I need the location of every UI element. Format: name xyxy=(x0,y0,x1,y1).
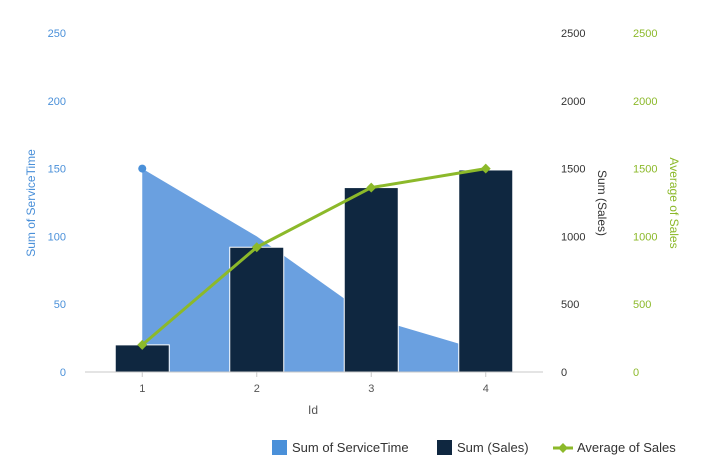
y-tick-label: 100 xyxy=(48,231,66,243)
service-time-area-layer xyxy=(138,164,486,372)
legend-marker-average xyxy=(558,443,568,453)
y-tick-label: 0 xyxy=(633,367,639,379)
y-axis-average-title: Average of Sales xyxy=(667,157,681,248)
average-point-2[interactable] xyxy=(251,242,262,253)
average-point-4[interactable] xyxy=(480,163,491,174)
y-tick-label: 50 xyxy=(54,299,66,311)
legend-item-sales[interactable]: Sum (Sales) xyxy=(437,440,529,455)
y-tick-label: 2000 xyxy=(633,96,657,108)
service-time-area xyxy=(142,168,486,372)
x-tick-label: 2 xyxy=(254,383,260,395)
y-tick-label: 1500 xyxy=(561,164,585,176)
sales-bar-3[interactable] xyxy=(343,187,399,373)
y-tick-label: 1000 xyxy=(633,231,657,243)
y-tick-label: 1500 xyxy=(633,164,657,176)
legend-swatch-service-time xyxy=(272,440,287,455)
y-tick-label: 0 xyxy=(561,367,567,379)
y-axis-sales-title: Sum (Sales) xyxy=(595,170,609,236)
y-tick-label: 2500 xyxy=(561,28,585,40)
y-tick-label: 200 xyxy=(48,96,66,108)
average-line-layer xyxy=(137,163,491,350)
y-tick-label: 1000 xyxy=(561,231,585,243)
average-point-3[interactable] xyxy=(366,182,377,193)
y-axis-service-time-ticks: 0 50 100 150 200 250 xyxy=(48,28,66,379)
y-tick-label: 250 xyxy=(48,28,66,40)
legend-label-sales: Sum (Sales) xyxy=(457,440,529,455)
legend-label-service-time: Sum of ServiceTime xyxy=(292,440,409,455)
average-line xyxy=(141,167,486,347)
legend-item-average[interactable]: Average of Sales xyxy=(553,440,676,455)
y-tick-label: 500 xyxy=(561,299,579,311)
x-tick-label: 1 xyxy=(139,383,145,395)
legend-item-service-time[interactable]: Sum of ServiceTime xyxy=(272,440,409,455)
legend-label-average: Average of Sales xyxy=(577,440,676,455)
y-tick-label: 150 xyxy=(48,164,66,176)
x-tick-label: 4 xyxy=(483,383,489,395)
y-axis-service-time-title: Sum of ServiceTime xyxy=(24,149,38,257)
y-axis-average-ticks: 0 500 1000 1500 2000 2500 xyxy=(633,28,657,379)
y-tick-label: 2000 xyxy=(561,96,585,108)
x-axis-ticks: 1 2 3 4 xyxy=(139,372,489,395)
legend: Sum of ServiceTime Sum (Sales) Average o… xyxy=(272,440,676,455)
y-tick-label: 0 xyxy=(60,367,66,379)
legend-swatch-sales xyxy=(437,440,452,455)
sales-bar-4[interactable] xyxy=(458,169,514,373)
y-tick-label: 500 xyxy=(633,299,651,311)
y-tick-label: 2500 xyxy=(633,28,657,40)
service-time-point-1[interactable] xyxy=(138,164,147,173)
x-axis-title: Id xyxy=(308,403,318,417)
average-point-1[interactable] xyxy=(137,339,148,350)
x-tick-label: 3 xyxy=(368,383,374,395)
y-axis-sales-ticks: 0 500 1000 1500 2000 2500 xyxy=(561,28,585,379)
sales-bar-2[interactable] xyxy=(229,246,285,373)
